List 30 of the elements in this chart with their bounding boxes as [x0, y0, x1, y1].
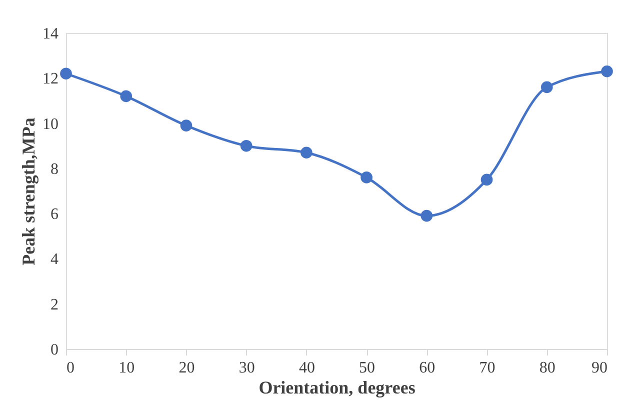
point — [601, 65, 613, 78]
x-tick-label: 50 — [359, 360, 376, 376]
point — [60, 68, 72, 80]
point — [540, 81, 553, 94]
y-tick-label: 14 — [42, 26, 58, 42]
x-tick-label: 60 — [419, 360, 436, 376]
x-tick-label: 30 — [238, 360, 255, 376]
point — [180, 120, 192, 132]
point — [480, 174, 493, 186]
x-axis-title: Orientation, degrees — [258, 378, 416, 398]
point — [300, 146, 312, 159]
x-tick-label: 70 — [479, 360, 496, 376]
y-tick-label: 6 — [50, 206, 58, 224]
y-tick-label: 8 — [50, 160, 58, 178]
point — [420, 210, 433, 222]
x-tick-label: 10 — [118, 360, 135, 376]
point — [240, 140, 252, 152]
y-axis-title: Peak strength,MPa — [18, 118, 38, 266]
x-tick-label: 80 — [539, 360, 556, 376]
y-tick-label: 10 — [42, 116, 58, 133]
y-tick-label: 0 — [50, 342, 58, 358]
y-tick-label: 2 — [50, 296, 58, 314]
point — [120, 90, 132, 102]
x-tick-label: 0 — [66, 360, 74, 376]
x-tick-label: 90 — [592, 360, 608, 376]
point — [360, 172, 372, 184]
y-tick-label: 12 — [42, 70, 58, 88]
y-tick-label: 4 — [50, 251, 58, 268]
x-tick-label: 40 — [298, 360, 315, 376]
x-tick-label: 20 — [178, 360, 195, 376]
